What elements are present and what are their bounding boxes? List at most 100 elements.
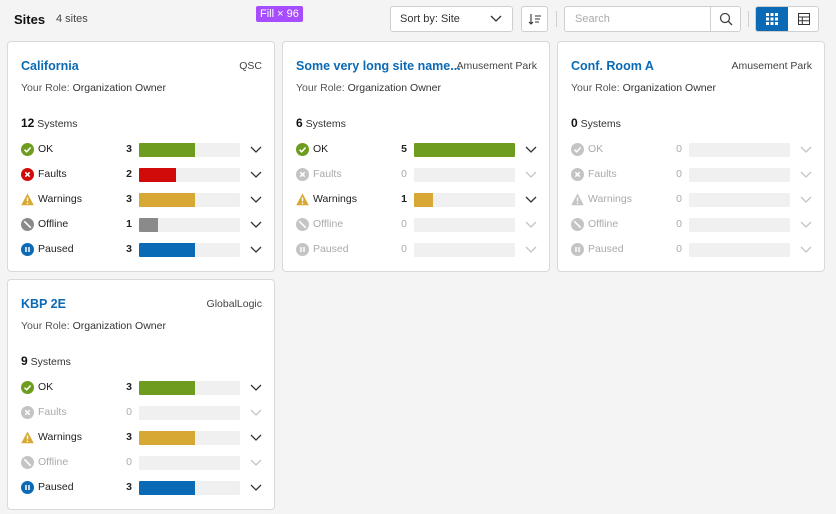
status-row-paused[interactable]: Paused 0 bbox=[296, 242, 537, 258]
status-bar bbox=[414, 243, 515, 257]
chevron-down-icon[interactable] bbox=[800, 145, 812, 155]
status-row-ok[interactable]: OK 3 bbox=[21, 142, 262, 158]
status-count: 3 bbox=[126, 481, 132, 493]
offline-circle-icon bbox=[296, 218, 309, 231]
site-card[interactable]: Some very long site name... Amusement Pa… bbox=[282, 41, 550, 272]
page-title: Sites bbox=[14, 12, 46, 27]
search-input[interactable] bbox=[565, 7, 712, 31]
grid-view-button[interactable] bbox=[756, 7, 788, 31]
status-label: Offline bbox=[313, 218, 344, 230]
chevron-down-icon[interactable] bbox=[800, 195, 812, 205]
chevron-down-icon[interactable] bbox=[800, 245, 812, 255]
sort-direction-icon bbox=[528, 14, 541, 25]
chevron-down-icon[interactable] bbox=[250, 195, 262, 205]
chevron-down-icon[interactable] bbox=[250, 383, 262, 393]
status-row-warnings[interactable]: Warnings 0 bbox=[571, 192, 812, 208]
site-role: Your Role: Organization Owner bbox=[571, 82, 716, 94]
chevron-down-icon[interactable] bbox=[250, 170, 262, 180]
chevron-down-icon[interactable] bbox=[525, 170, 537, 180]
status-count: 0 bbox=[126, 406, 132, 418]
status-label: Faults bbox=[38, 168, 67, 180]
chevron-down-icon[interactable] bbox=[800, 220, 812, 230]
chevron-down-icon[interactable] bbox=[250, 433, 262, 443]
site-role: Your Role: Organization Owner bbox=[296, 82, 441, 94]
status-row-paused[interactable]: Paused 0 bbox=[571, 242, 812, 258]
status-bar bbox=[139, 431, 240, 445]
chevron-down-icon[interactable] bbox=[250, 458, 262, 468]
table-view-button[interactable] bbox=[788, 7, 818, 31]
status-label: Faults bbox=[313, 168, 342, 180]
chevron-down-icon[interactable] bbox=[250, 145, 262, 155]
site-role: Your Role: Organization Owner bbox=[21, 320, 166, 332]
status-bar-fill bbox=[414, 143, 515, 157]
x-circle-icon bbox=[21, 168, 34, 181]
status-row-warnings[interactable]: Warnings 3 bbox=[21, 430, 262, 446]
status-count: 0 bbox=[126, 456, 132, 468]
status-count: 1 bbox=[126, 218, 132, 230]
status-count: 3 bbox=[126, 143, 132, 155]
role-value: Organization Owner bbox=[72, 320, 166, 332]
status-count: 0 bbox=[401, 243, 407, 255]
grid-icon bbox=[766, 13, 778, 25]
sort-direction-button[interactable] bbox=[521, 6, 548, 32]
status-bar bbox=[689, 143, 790, 157]
status-row-offline[interactable]: Offline 0 bbox=[571, 217, 812, 233]
systems-count-value: 6 bbox=[296, 116, 303, 130]
status-row-faults[interactable]: Faults 2 bbox=[21, 167, 262, 183]
chevron-down-icon[interactable] bbox=[800, 170, 812, 180]
systems-count: 6 Systems bbox=[296, 116, 346, 130]
chevron-down-icon[interactable] bbox=[250, 483, 262, 493]
chevron-down-icon[interactable] bbox=[250, 220, 262, 230]
systems-count: 9 Systems bbox=[21, 354, 71, 368]
status-row-ok[interactable]: OK 5 bbox=[296, 142, 537, 158]
site-card[interactable]: California QSC Your Role: Organization O… bbox=[7, 41, 275, 272]
chevron-down-icon[interactable] bbox=[250, 245, 262, 255]
status-bar-fill bbox=[139, 218, 158, 232]
site-card[interactable]: Conf. Room A Amusement Park Your Role: O… bbox=[557, 41, 825, 272]
status-row-offline[interactable]: Offline 0 bbox=[21, 455, 262, 471]
chevron-down-icon[interactable] bbox=[250, 408, 262, 418]
sort-select-label: Sort by: Site bbox=[400, 13, 460, 25]
status-row-offline[interactable]: Offline 1 bbox=[21, 217, 262, 233]
pause-circle-icon bbox=[571, 243, 584, 256]
status-row-faults[interactable]: Faults 0 bbox=[296, 167, 537, 183]
status-row-faults[interactable]: Faults 0 bbox=[571, 167, 812, 183]
status-label: Warnings bbox=[38, 431, 82, 443]
status-row-warnings[interactable]: Warnings 1 bbox=[296, 192, 537, 208]
site-organization: QSC bbox=[239, 60, 262, 72]
status-label: Warnings bbox=[38, 193, 82, 205]
systems-count-value: 12 bbox=[21, 116, 35, 130]
status-label: Paused bbox=[38, 481, 74, 493]
status-row-paused[interactable]: Paused 3 bbox=[21, 480, 262, 496]
site-name-link[interactable]: KBP 2E bbox=[21, 297, 66, 311]
status-bar bbox=[689, 243, 790, 257]
status-bar bbox=[689, 218, 790, 232]
fill-badge: Fill × 96 bbox=[256, 6, 303, 22]
site-name-link[interactable]: California bbox=[21, 59, 79, 73]
status-row-warnings[interactable]: Warnings 3 bbox=[21, 192, 262, 208]
site-card[interactable]: KBP 2E GlobalLogic Your Role: Organizati… bbox=[7, 279, 275, 510]
status-row-faults[interactable]: Faults 0 bbox=[21, 405, 262, 421]
status-bar bbox=[139, 381, 240, 395]
chevron-down-icon[interactable] bbox=[525, 220, 537, 230]
status-row-offline[interactable]: Offline 0 bbox=[296, 217, 537, 233]
chevron-down-icon[interactable] bbox=[525, 195, 537, 205]
systems-count-label: Systems bbox=[37, 118, 78, 130]
pause-circle-icon bbox=[21, 243, 34, 256]
offline-circle-icon bbox=[21, 218, 34, 231]
status-count: 0 bbox=[676, 168, 682, 180]
sort-select[interactable]: Sort by: Site bbox=[390, 6, 513, 32]
site-name-link[interactable]: Some very long site name... bbox=[296, 59, 461, 73]
status-count: 2 bbox=[126, 168, 132, 180]
chevron-down-icon[interactable] bbox=[525, 145, 537, 155]
status-row-ok[interactable]: OK 3 bbox=[21, 380, 262, 396]
status-row-paused[interactable]: Paused 3 bbox=[21, 242, 262, 258]
status-count: 1 bbox=[401, 193, 407, 205]
chevron-down-icon[interactable] bbox=[525, 245, 537, 255]
status-row-ok[interactable]: OK 0 bbox=[571, 142, 812, 158]
site-name-link[interactable]: Conf. Room A bbox=[571, 59, 654, 73]
warning-triangle-icon bbox=[571, 193, 584, 206]
search-button[interactable] bbox=[710, 7, 740, 31]
x-circle-icon bbox=[296, 168, 309, 181]
x-circle-icon bbox=[571, 168, 584, 181]
